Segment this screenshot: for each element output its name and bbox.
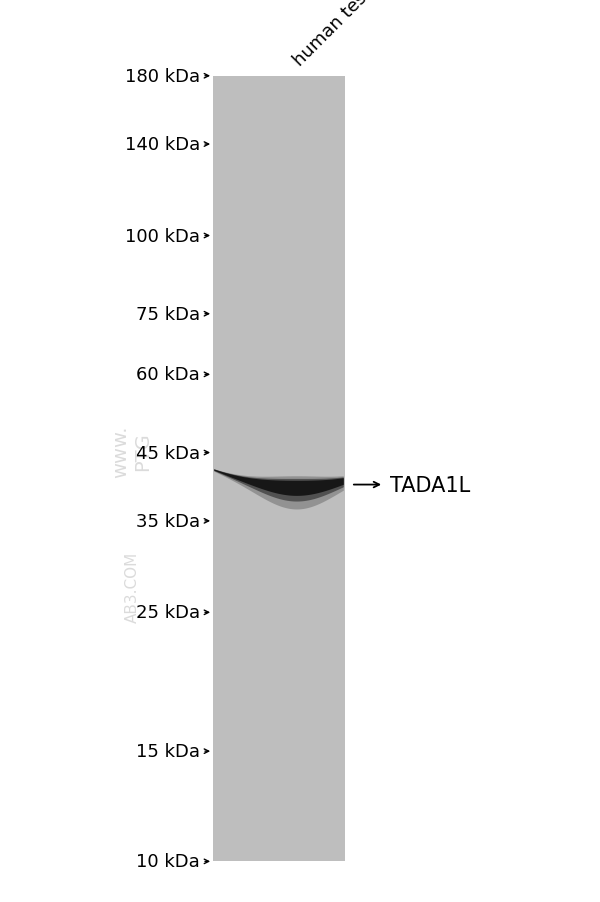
Bar <box>213 77 345 861</box>
Text: AB3.COM: AB3.COM <box>125 551 139 621</box>
Text: 15 kDa: 15 kDa <box>136 742 200 760</box>
Text: 45 kDa: 45 kDa <box>136 444 200 462</box>
Text: www.
PTG: www. PTG <box>112 425 152 477</box>
Text: 25 kDa: 25 kDa <box>136 603 200 621</box>
Text: 180 kDa: 180 kDa <box>125 68 200 86</box>
Text: 60 kDa: 60 kDa <box>136 366 200 384</box>
Polygon shape <box>214 470 344 496</box>
Polygon shape <box>214 470 344 510</box>
Text: 100 kDa: 100 kDa <box>125 227 200 245</box>
Text: 140 kDa: 140 kDa <box>125 136 200 154</box>
Text: 35 kDa: 35 kDa <box>136 512 200 530</box>
Text: 10 kDa: 10 kDa <box>136 852 200 870</box>
Text: TADA1L: TADA1L <box>390 475 470 495</box>
Text: human testis: human testis <box>290 0 386 69</box>
Polygon shape <box>214 470 344 502</box>
Text: 75 kDa: 75 kDa <box>136 306 200 323</box>
